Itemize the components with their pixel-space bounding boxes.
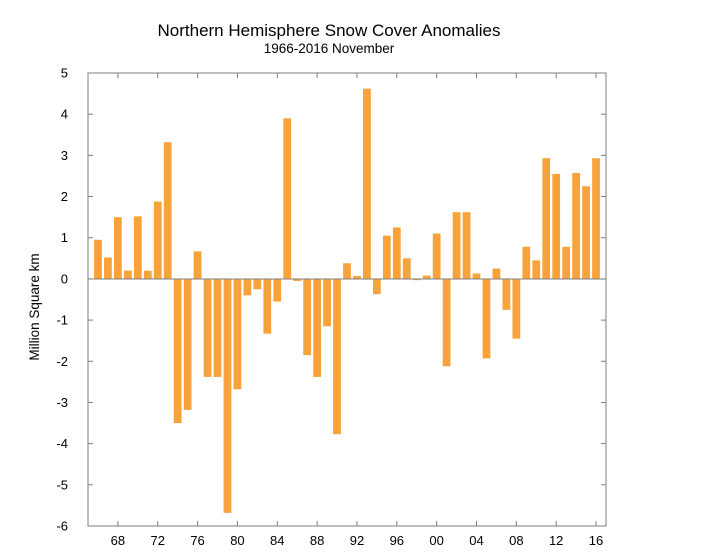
chart-subtitle: 1966-2016 November <box>264 41 395 56</box>
bar-1967 <box>104 257 112 279</box>
x-tick-label: 00 <box>429 533 443 548</box>
bar-1991 <box>343 263 351 279</box>
bar-1975 <box>183 278 192 410</box>
bar-1983 <box>263 278 272 334</box>
y-tick-label: -3 <box>56 395 68 410</box>
bar-1990 <box>333 278 341 435</box>
x-tick-label: 84 <box>270 533 284 548</box>
bar-1985 <box>283 118 292 279</box>
bar-1993 <box>363 88 371 279</box>
bar-2001 <box>442 278 451 367</box>
y-tick-label: -5 <box>56 477 68 492</box>
x-tick-label: 12 <box>549 533 563 548</box>
x-tick-label: 92 <box>350 533 364 548</box>
bar-2002 <box>452 212 461 279</box>
bar-1978 <box>213 278 222 377</box>
bar-2016 <box>592 158 600 279</box>
x-tick-label: 96 <box>390 533 404 548</box>
bar-1976 <box>193 251 202 279</box>
x-tick-label: 08 <box>509 533 523 548</box>
bar-2004 <box>472 273 481 279</box>
bar-2008 <box>512 278 521 339</box>
x-tick-label: 80 <box>230 533 244 548</box>
x-tick-label: 04 <box>469 533 483 548</box>
bar-1972 <box>153 201 162 279</box>
bar-2015 <box>582 186 590 279</box>
y-tick-label: 4 <box>61 107 68 122</box>
bar-1984 <box>273 278 282 302</box>
bar-2012 <box>552 173 561 279</box>
bar-1966 <box>94 239 102 279</box>
bar-1988 <box>313 278 321 377</box>
bar-2011 <box>542 158 551 279</box>
y-tick-label: -6 <box>56 519 68 534</box>
bar-1971 <box>143 270 152 279</box>
bar-2014 <box>572 173 580 279</box>
bar-1996 <box>392 227 401 279</box>
bar-1979 <box>223 278 232 513</box>
plot-area-frame <box>87 72 607 527</box>
y-axis-ticks: 5 4 3 2 1 0 -1 -2 -3 -4 -5 -6 <box>56 66 606 534</box>
bar-1969 <box>123 270 132 279</box>
x-tick-label: 88 <box>310 533 324 548</box>
bar-1982 <box>253 278 262 290</box>
x-tick-label: 68 <box>111 533 125 548</box>
bar-1994 <box>373 278 381 295</box>
y-tick-label: 5 <box>61 66 68 81</box>
y-tick-label: 2 <box>61 189 68 204</box>
bar-1980 <box>233 278 242 390</box>
bar-1989 <box>323 278 331 327</box>
bar-2010 <box>532 260 541 279</box>
y-tick-label: -1 <box>56 313 68 328</box>
bar-1997 <box>402 258 411 279</box>
bar-2003 <box>462 212 471 279</box>
bar-1981 <box>243 278 252 296</box>
bar-2009 <box>522 246 531 279</box>
bar-2013 <box>562 246 571 279</box>
y-tick-label: 0 <box>61 271 68 286</box>
bar-1970 <box>133 216 142 279</box>
bar-1986 <box>293 278 302 281</box>
bar-2000 <box>432 233 441 279</box>
y-tick-label: 1 <box>61 230 68 245</box>
bar-1968 <box>114 217 122 279</box>
bar-1999 <box>422 275 431 279</box>
x-tick-label: 72 <box>150 533 164 548</box>
bar-1977 <box>203 278 212 377</box>
bar-2006 <box>492 268 501 279</box>
bar-1987 <box>303 278 312 356</box>
bar-1974 <box>173 278 182 424</box>
y-tick-label: -2 <box>56 354 68 369</box>
x-tick-label: 16 <box>589 533 603 548</box>
bar-1998 <box>412 278 421 281</box>
y-tick-label: -4 <box>56 436 68 451</box>
bar-1995 <box>382 235 391 279</box>
bar-2007 <box>502 278 511 310</box>
y-axis-label: Million Square km <box>27 253 42 360</box>
x-axis-ticks: 68 72 76 80 84 88 92 96 00 04 08 12 16 <box>111 73 603 548</box>
bars-group <box>94 88 600 513</box>
bar-1973 <box>163 142 172 279</box>
chart-title: Northern Hemisphere Snow Cover Anomalies <box>158 21 501 40</box>
x-tick-label: 76 <box>190 533 204 548</box>
bar-2005 <box>482 278 491 359</box>
y-tick-label: 3 <box>61 148 68 163</box>
bar-1992 <box>353 276 361 279</box>
